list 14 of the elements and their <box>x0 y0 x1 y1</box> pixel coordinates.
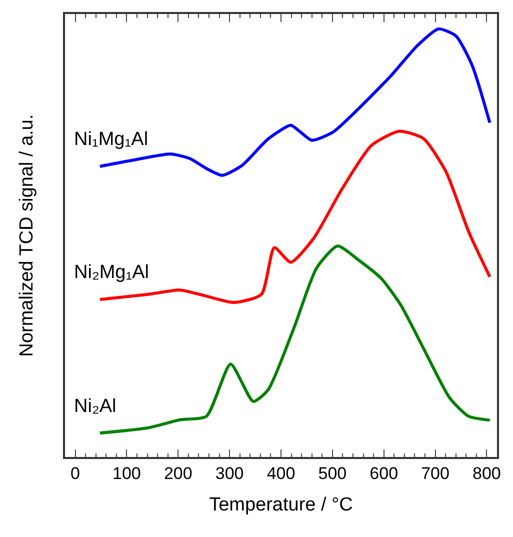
series-label: Ni₂Al <box>74 396 116 417</box>
x-tick-label: 700 <box>421 464 450 484</box>
x-tick-label: 600 <box>370 464 398 484</box>
series-label: Ni₂Mg₁Al <box>74 262 150 283</box>
y-axis-title: Normalized TCD signal / a.u. <box>16 114 38 357</box>
x-tick-label: 500 <box>318 464 347 484</box>
x-axis-title: Temperature / °C <box>209 494 353 516</box>
x-tick-label: 400 <box>266 464 296 484</box>
x-tick-label: 800 <box>472 464 501 484</box>
x-tick-label: 0 <box>70 464 80 484</box>
series-label: Ni₁Mg₁Al <box>74 129 148 150</box>
x-tick-label: 100 <box>112 464 141 484</box>
x-tick-label: 200 <box>164 464 192 484</box>
x-tick-label: 300 <box>215 464 244 484</box>
